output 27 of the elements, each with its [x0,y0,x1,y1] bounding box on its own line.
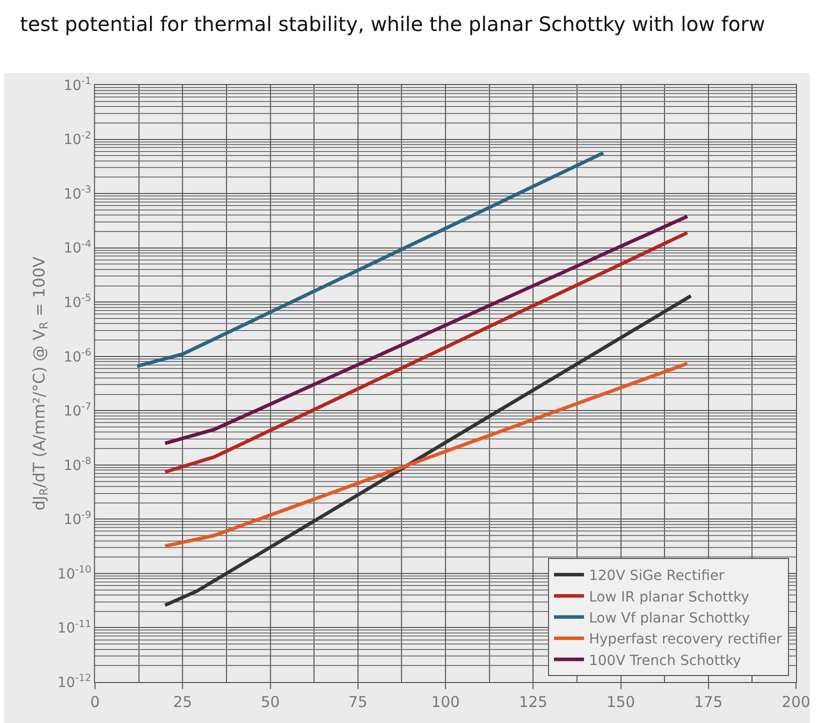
y-tick-label: 10$^{-7}$ [64,402,92,420]
x-tick-label: 200 [782,693,810,711]
legend-label: Low IR planar Schottky [588,589,750,606]
legend-label: 120V SiGe Rectifier [588,568,725,584]
x-tick-label: 25 [173,693,192,711]
legend-label: Low Vf planar Schottky [588,610,750,626]
text: test potential for thermal stability, while the planar Schottky with low forw [20,12,766,36]
x-tick-label: 175 [694,693,723,711]
y-tick-label: 10$^{-8}$ [64,456,92,474]
y-tick-label: 10$^{-9}$ [64,510,92,528]
y-tick-label: 10$^{-12}$ [57,673,92,691]
x-tick-label: 50 [260,693,280,711]
y-tick-label: 10$^{-3}$ [64,184,92,202]
y-tick-label: 10$^{-4}$ [64,238,92,257]
y-tick-label: 10$^{-1}$ [64,76,92,94]
x-tick-label: 100 [431,693,460,711]
legend-label: Hyperfast recovery rectifier [588,632,782,648]
x-tick-label: 0 [90,693,100,711]
x-tick-label: 150 [606,693,636,711]
y-tick-label: 10$^{-6}$ [64,347,92,366]
y-tick-label: 10$^{-11}$ [57,618,92,637]
legend-label: 100V Trench Schottky [588,652,742,669]
x-tick-label: 75 [348,693,368,711]
y-tick-label: 10$^{-10}$ [57,564,92,582]
x-tick-label: 125 [518,693,548,711]
y-tick-label: 10$^{-5}$ [64,293,92,311]
y-tick-label: 10$^{-2}$ [64,130,92,148]
